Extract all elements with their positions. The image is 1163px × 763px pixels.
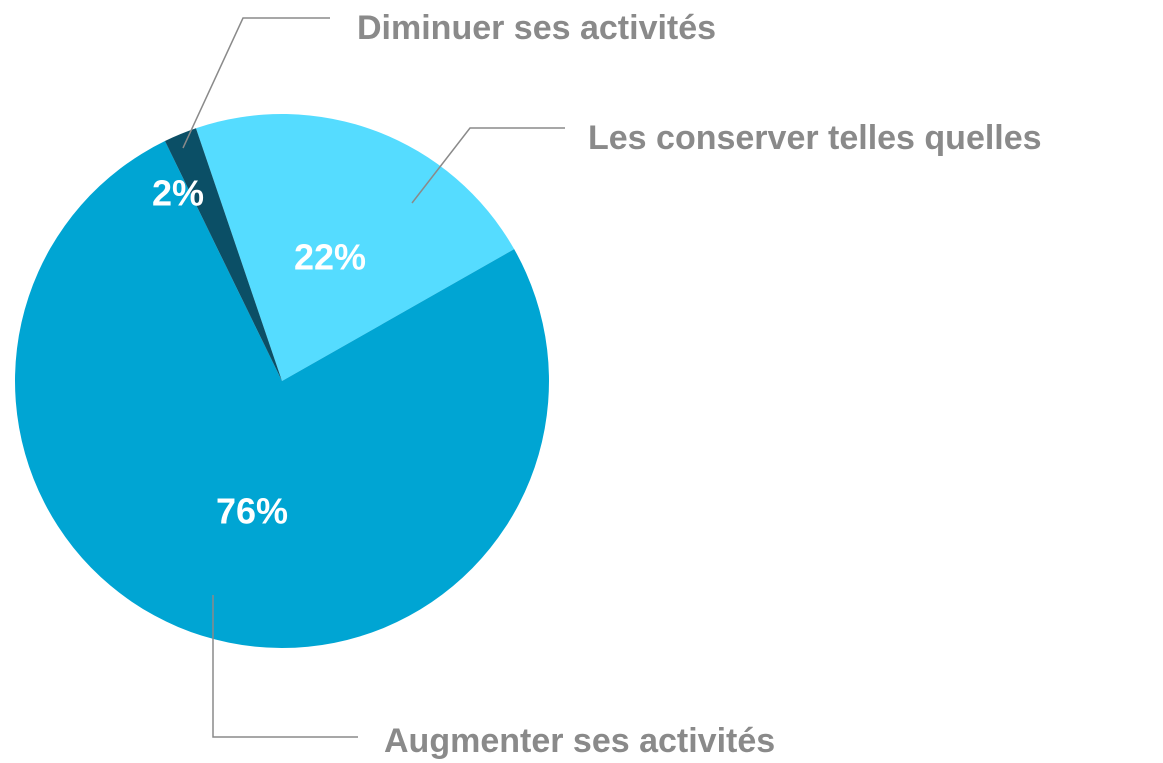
category-label: Augmenter ses activités xyxy=(384,722,775,760)
pie-slice xyxy=(15,141,550,648)
pie-slice xyxy=(195,113,515,381)
leader-line xyxy=(411,127,565,204)
leader-line xyxy=(182,17,330,149)
category-label: Diminuer ses activités xyxy=(357,9,716,47)
value-label: 2% xyxy=(152,173,204,214)
value-label: 76% xyxy=(216,491,288,532)
pie-slice xyxy=(164,128,282,381)
leader-line xyxy=(212,595,358,738)
value-label: 22% xyxy=(294,237,366,278)
category-label: Les conserver telles quelles xyxy=(588,119,1042,157)
